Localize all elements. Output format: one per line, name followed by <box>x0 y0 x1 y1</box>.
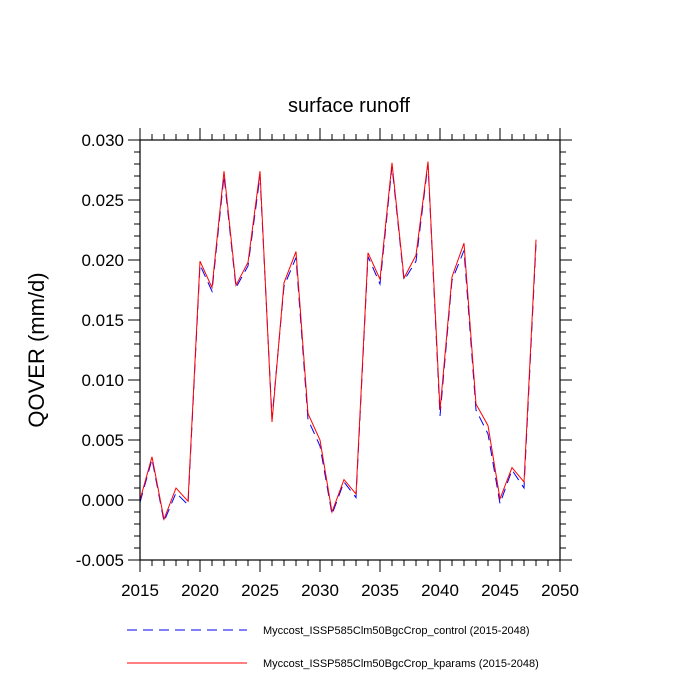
y-tick-label: 0.020 <box>81 251 124 270</box>
x-tick-label: 2050 <box>541 581 579 600</box>
x-tick-label: 2045 <box>481 581 519 600</box>
plot-frame <box>139 139 561 561</box>
x-tick-label: 2030 <box>301 581 339 600</box>
y-tick-label: 0.005 <box>81 431 124 450</box>
y-tick-label: 0.010 <box>81 371 124 390</box>
legend-label: Myccost_ISSP585Clm50BgcCrop_kparams (201… <box>263 658 539 670</box>
y-tick-label: 0.025 <box>81 191 124 210</box>
series-lines <box>139 161 537 524</box>
x-tick-label: 2015 <box>121 581 159 600</box>
x-tick-label: 2035 <box>361 581 399 600</box>
y-axis-label: QOVER (mm/d) <box>24 272 49 427</box>
series-line-1 <box>139 163 537 524</box>
y-tick-label: 0.015 <box>81 311 124 330</box>
x-tick-label: 2020 <box>181 581 219 600</box>
y-tick-label: 0.000 <box>81 491 124 510</box>
chart-title: surface runoff <box>288 95 410 117</box>
legend: Myccost_ISSP585Clm50BgcCrop_control (201… <box>127 625 539 670</box>
y-tick-label: 0.030 <box>81 131 124 150</box>
legend-label: Myccost_ISSP585Clm50BgcCrop_control (201… <box>263 625 530 637</box>
axis-ticks: 2015 2020 2025 2030 2035 2040 2045 2050 -0.005 0.… <box>76 128 579 600</box>
x-tick-label: 2040 <box>421 581 459 600</box>
x-tick-label: 2025 <box>241 581 279 600</box>
y-tick-label: -0.005 <box>76 551 124 570</box>
series-line-2 <box>139 161 537 522</box>
